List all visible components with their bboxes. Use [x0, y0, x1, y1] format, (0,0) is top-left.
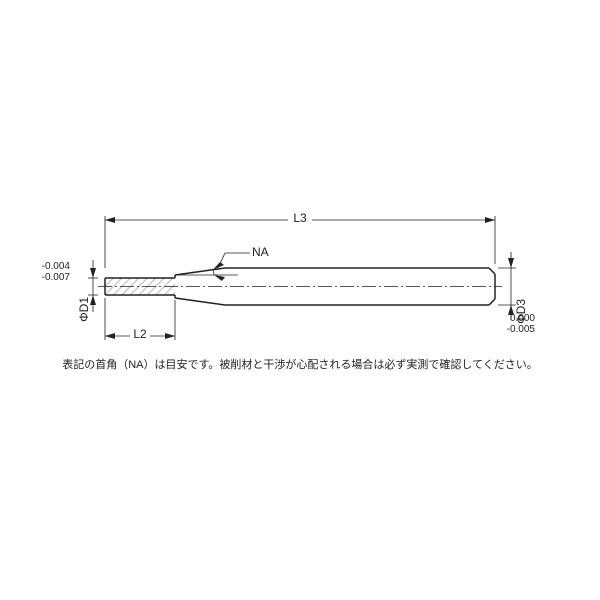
dim-l2: L2: [105, 298, 175, 341]
dim-d3-tol-lower: -0.005: [507, 324, 536, 335]
dim-d1-tol-upper: -0.004: [42, 261, 71, 272]
dim-l3-label: L3: [293, 211, 307, 225]
dim-l3: L3: [105, 209, 495, 268]
tool-diagram: L3 L2 NA ΦD1 -0.004 -0.007: [0, 0, 600, 600]
dim-d3: ΦD3 0.000 -0.005: [498, 252, 535, 335]
dim-d3-tol-upper: 0.000: [510, 313, 535, 324]
dim-d1-label: ΦD1: [77, 297, 91, 322]
dim-na-label: NA: [252, 245, 269, 259]
dim-na: NA: [175, 245, 269, 281]
diagram-caption: 表記の首角（NA）は目安です。被削材と干渉が心配される場合は必ず実測で確認してく…: [62, 357, 538, 371]
dim-d1: ΦD1 -0.004 -0.007: [42, 260, 98, 322]
dim-l2-label: L2: [133, 327, 147, 341]
dim-d1-tol-lower: -0.007: [42, 272, 71, 283]
